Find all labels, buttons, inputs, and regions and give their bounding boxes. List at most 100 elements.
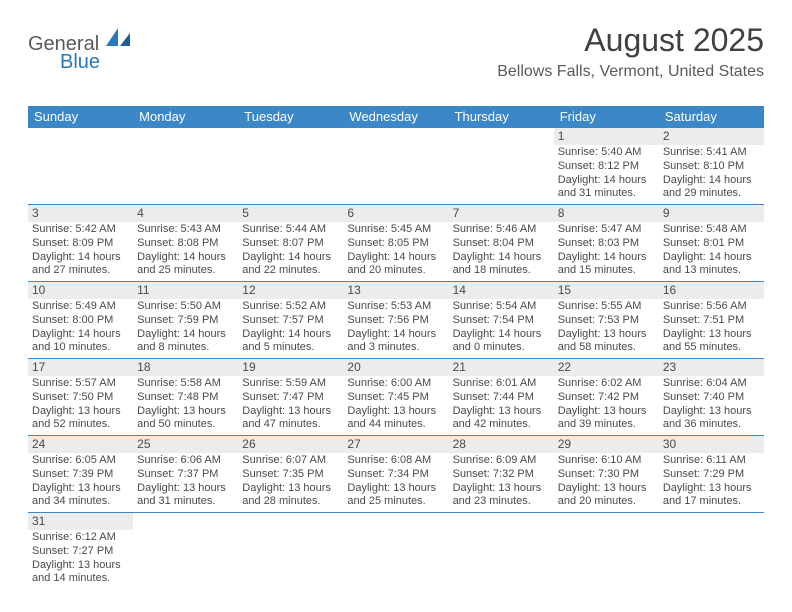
day-body: Sunrise: 5:56 AMSunset: 7:51 PMDaylight:… — [659, 299, 764, 358]
sunrise-text: Sunrise: 6:07 AM — [242, 454, 339, 468]
day-number: 10 — [28, 282, 133, 299]
daylight-text: Daylight: 13 hours and 34 minutes. — [32, 482, 129, 510]
day-cell: 12Sunrise: 5:52 AMSunset: 7:57 PMDayligh… — [238, 282, 343, 358]
sunset-text: Sunset: 7:59 PM — [137, 314, 234, 328]
day-number: 31 — [28, 513, 133, 530]
day-number: 2 — [659, 128, 764, 145]
day-cell: 6Sunrise: 5:45 AMSunset: 8:05 PMDaylight… — [343, 205, 448, 281]
day-cell: 23Sunrise: 6:04 AMSunset: 7:40 PMDayligh… — [659, 359, 764, 435]
day-number: 23 — [659, 359, 764, 376]
day-cell: 25Sunrise: 6:06 AMSunset: 7:37 PMDayligh… — [133, 436, 238, 512]
sunrise-text: Sunrise: 5:57 AM — [32, 377, 129, 391]
sunrise-text: Sunrise: 5:41 AM — [663, 146, 760, 160]
dow-header-cell: Saturday — [659, 106, 764, 128]
day-body: Sunrise: 6:00 AMSunset: 7:45 PMDaylight:… — [343, 376, 448, 435]
day-cell: 17Sunrise: 5:57 AMSunset: 7:50 PMDayligh… — [28, 359, 133, 435]
day-number: 29 — [554, 436, 659, 453]
day-cell: 8Sunrise: 5:47 AMSunset: 8:03 PMDaylight… — [554, 205, 659, 281]
day-cell: 4Sunrise: 5:43 AMSunset: 8:08 PMDaylight… — [133, 205, 238, 281]
day-body: Sunrise: 5:52 AMSunset: 7:57 PMDaylight:… — [238, 299, 343, 358]
day-cell: 15Sunrise: 5:55 AMSunset: 7:53 PMDayligh… — [554, 282, 659, 358]
week-row: 10Sunrise: 5:49 AMSunset: 8:00 PMDayligh… — [28, 282, 764, 359]
daylight-text: Daylight: 14 hours and 20 minutes. — [347, 251, 444, 279]
day-number: 1 — [554, 128, 659, 145]
daylight-text: Daylight: 14 hours and 13 minutes. — [663, 251, 760, 279]
day-number: 3 — [28, 205, 133, 222]
sunrise-text: Sunrise: 6:10 AM — [558, 454, 655, 468]
day-cell: 7Sunrise: 5:46 AMSunset: 8:04 PMDaylight… — [449, 205, 554, 281]
sunrise-text: Sunrise: 5:48 AM — [663, 223, 760, 237]
calendar: SundayMondayTuesdayWednesdayThursdayFrid… — [28, 106, 764, 589]
day-cell: 16Sunrise: 5:56 AMSunset: 7:51 PMDayligh… — [659, 282, 764, 358]
daylight-text: Daylight: 13 hours and 23 minutes. — [453, 482, 550, 510]
page-title: August 2025 — [497, 22, 764, 59]
sunset-text: Sunset: 8:04 PM — [453, 237, 550, 251]
day-cell: 31Sunrise: 6:12 AMSunset: 7:27 PMDayligh… — [28, 513, 133, 589]
day-cell-empty — [133, 128, 238, 204]
day-cell: 29Sunrise: 6:10 AMSunset: 7:30 PMDayligh… — [554, 436, 659, 512]
sunset-text: Sunset: 7:42 PM — [558, 391, 655, 405]
day-body: Sunrise: 5:48 AMSunset: 8:01 PMDaylight:… — [659, 222, 764, 281]
day-number: 16 — [659, 282, 764, 299]
day-cell: 24Sunrise: 6:05 AMSunset: 7:39 PMDayligh… — [28, 436, 133, 512]
daylight-text: Daylight: 13 hours and 25 minutes. — [347, 482, 444, 510]
day-cell-empty — [133, 513, 238, 589]
sunset-text: Sunset: 7:29 PM — [663, 468, 760, 482]
day-cell: 13Sunrise: 5:53 AMSunset: 7:56 PMDayligh… — [343, 282, 448, 358]
sunrise-text: Sunrise: 6:06 AM — [137, 454, 234, 468]
day-number: 6 — [343, 205, 448, 222]
day-body: Sunrise: 5:55 AMSunset: 7:53 PMDaylight:… — [554, 299, 659, 358]
day-cell: 27Sunrise: 6:08 AMSunset: 7:34 PMDayligh… — [343, 436, 448, 512]
day-cell: 14Sunrise: 5:54 AMSunset: 7:54 PMDayligh… — [449, 282, 554, 358]
daylight-text: Daylight: 13 hours and 55 minutes. — [663, 328, 760, 356]
day-cell: 18Sunrise: 5:58 AMSunset: 7:48 PMDayligh… — [133, 359, 238, 435]
sunset-text: Sunset: 7:56 PM — [347, 314, 444, 328]
daylight-text: Daylight: 14 hours and 8 minutes. — [137, 328, 234, 356]
daylight-text: Daylight: 13 hours and 20 minutes. — [558, 482, 655, 510]
daylight-text: Daylight: 13 hours and 14 minutes. — [32, 559, 129, 587]
daylight-text: Daylight: 13 hours and 39 minutes. — [558, 405, 655, 433]
sunset-text: Sunset: 8:08 PM — [137, 237, 234, 251]
day-body: Sunrise: 5:41 AMSunset: 8:10 PMDaylight:… — [659, 145, 764, 204]
daylight-text: Daylight: 14 hours and 29 minutes. — [663, 174, 760, 202]
day-body: Sunrise: 5:53 AMSunset: 7:56 PMDaylight:… — [343, 299, 448, 358]
day-cell-empty — [449, 128, 554, 204]
sail-icon — [104, 26, 132, 48]
page-subtitle: Bellows Falls, Vermont, United States — [497, 63, 764, 81]
day-number: 20 — [343, 359, 448, 376]
daylight-text: Daylight: 14 hours and 31 minutes. — [558, 174, 655, 202]
day-number: 13 — [343, 282, 448, 299]
sunrise-text: Sunrise: 5:46 AM — [453, 223, 550, 237]
sunset-text: Sunset: 7:40 PM — [663, 391, 760, 405]
day-number: 28 — [449, 436, 554, 453]
sunset-text: Sunset: 7:44 PM — [453, 391, 550, 405]
day-cell: 20Sunrise: 6:00 AMSunset: 7:45 PMDayligh… — [343, 359, 448, 435]
day-body: Sunrise: 5:49 AMSunset: 8:00 PMDaylight:… — [28, 299, 133, 358]
dow-header-cell: Friday — [554, 106, 659, 128]
day-number: 8 — [554, 205, 659, 222]
dow-header-row: SundayMondayTuesdayWednesdayThursdayFrid… — [28, 106, 764, 128]
day-cell: 10Sunrise: 5:49 AMSunset: 8:00 PMDayligh… — [28, 282, 133, 358]
daylight-text: Daylight: 13 hours and 50 minutes. — [137, 405, 234, 433]
dow-header-cell: Sunday — [28, 106, 133, 128]
sunrise-text: Sunrise: 5:49 AM — [32, 300, 129, 314]
day-body: Sunrise: 5:42 AMSunset: 8:09 PMDaylight:… — [28, 222, 133, 281]
day-body: Sunrise: 6:09 AMSunset: 7:32 PMDaylight:… — [449, 453, 554, 512]
day-number: 12 — [238, 282, 343, 299]
daylight-text: Daylight: 13 hours and 42 minutes. — [453, 405, 550, 433]
sunset-text: Sunset: 7:35 PM — [242, 468, 339, 482]
day-number: 14 — [449, 282, 554, 299]
daylight-text: Daylight: 13 hours and 17 minutes. — [663, 482, 760, 510]
sunrise-text: Sunrise: 5:47 AM — [558, 223, 655, 237]
sunset-text: Sunset: 8:07 PM — [242, 237, 339, 251]
sunrise-text: Sunrise: 5:45 AM — [347, 223, 444, 237]
brand-blue: Blue — [60, 52, 100, 72]
sunset-text: Sunset: 7:45 PM — [347, 391, 444, 405]
day-body: Sunrise: 5:44 AMSunset: 8:07 PMDaylight:… — [238, 222, 343, 281]
sunset-text: Sunset: 8:10 PM — [663, 160, 760, 174]
day-body: Sunrise: 6:05 AMSunset: 7:39 PMDaylight:… — [28, 453, 133, 512]
day-number: 17 — [28, 359, 133, 376]
sunrise-text: Sunrise: 5:54 AM — [453, 300, 550, 314]
day-cell-empty — [28, 128, 133, 204]
sunrise-text: Sunrise: 6:12 AM — [32, 531, 129, 545]
